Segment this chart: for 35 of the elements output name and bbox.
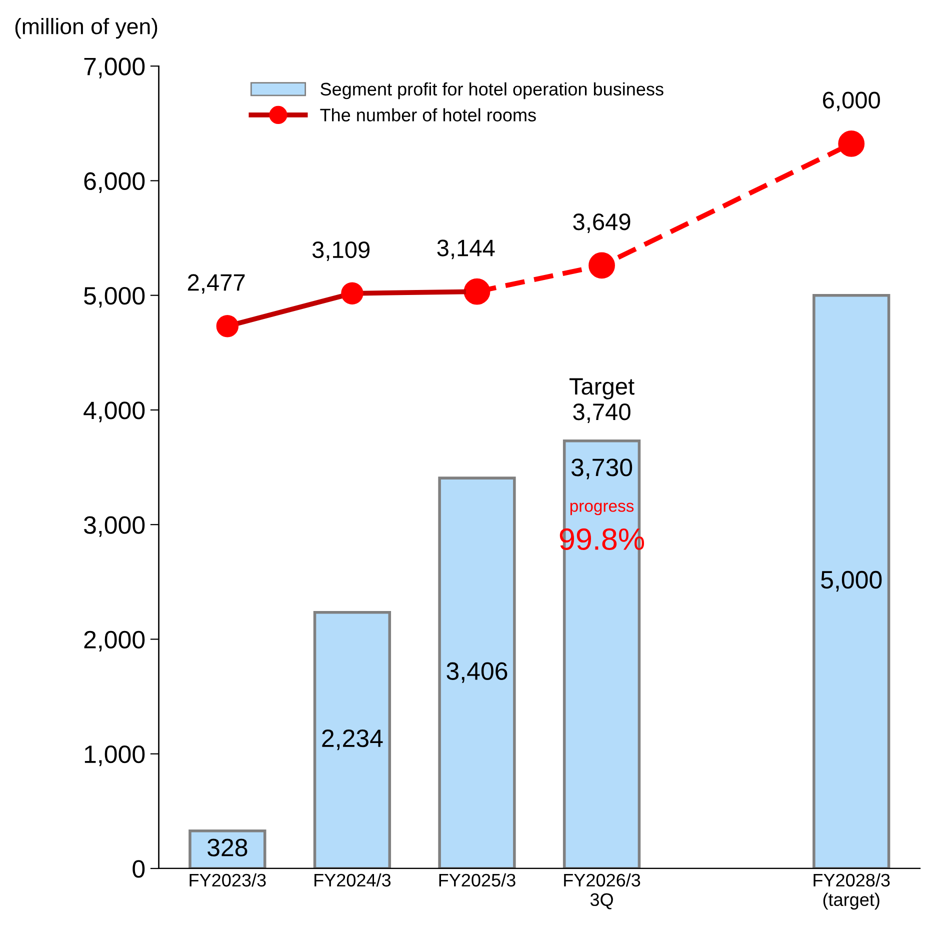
data-label: 3,109 <box>312 241 370 261</box>
annotation: progress <box>570 502 634 516</box>
data-label: 5,000 <box>821 570 882 592</box>
data-label: 3,730 <box>571 458 632 480</box>
y-tick-label: 2,000 <box>84 630 145 652</box>
y-tick-label: 4,000 <box>84 402 145 422</box>
bar <box>438 476 516 868</box>
data-label: 2,477 <box>188 274 245 294</box>
x-tick-label: FY2026/3 3Q <box>564 873 640 910</box>
bar <box>812 294 890 868</box>
y-tick-label: 3,000 <box>84 516 145 537</box>
legend-label: Segment profit for hotel operation business <box>320 82 664 100</box>
y-tick-label: 0 <box>132 860 145 878</box>
bar <box>188 829 266 868</box>
bar <box>313 611 392 868</box>
x-tick-label: FY2028/3 (target) <box>814 873 890 910</box>
data-label: 3,406 <box>446 662 508 683</box>
legend-label: The number of hotel rooms <box>320 108 536 122</box>
y-tick-label: 5,000 <box>84 286 145 308</box>
data-label: 2,234 <box>322 729 383 750</box>
y-tick-label: 7,000 <box>84 58 145 78</box>
point <box>838 130 865 157</box>
data-label: 328 <box>208 838 248 856</box>
data-label: 6,000 <box>823 92 880 112</box>
x-tick-label: FY2023/3 <box>190 873 266 887</box>
x-tick-label: FY2024/3 <box>314 873 391 887</box>
y-tick-label: 6,000 <box>84 172 145 193</box>
point <box>588 252 615 279</box>
x-tick-label: FY2025/3 <box>439 873 516 887</box>
annotation: Target 3,740 <box>570 378 634 423</box>
y-tick-label: 1,000 <box>84 745 145 766</box>
y-axis-title: (million of yen) <box>15 18 158 39</box>
data-label: 3,144 <box>437 240 495 260</box>
annotation: 99.8% <box>560 528 644 550</box>
data-label: 3,649 <box>573 213 630 234</box>
